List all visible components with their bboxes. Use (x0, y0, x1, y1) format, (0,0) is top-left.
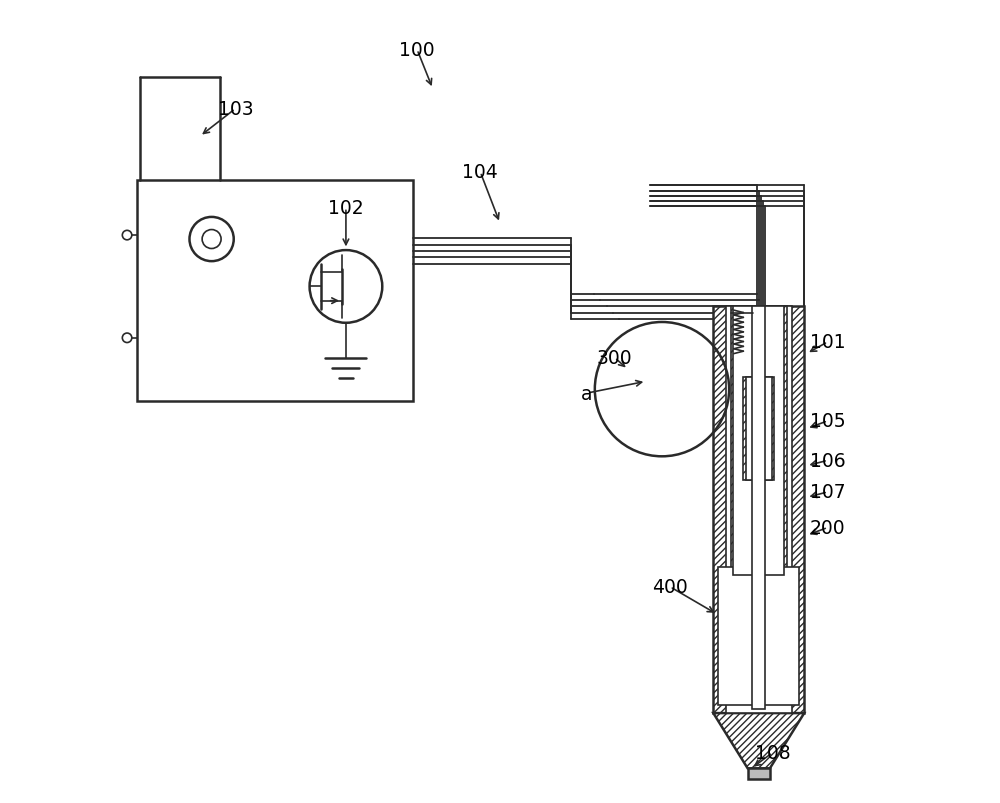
Bar (713, 307, 804, 713)
Text: 107: 107 (810, 483, 846, 502)
Text: 104: 104 (462, 163, 498, 182)
Text: 400: 400 (652, 577, 688, 597)
Bar (731, 307, 787, 575)
Bar (746, 378, 772, 480)
Bar (743, 378, 774, 480)
Text: 106: 106 (810, 451, 846, 471)
Text: 200: 200 (810, 518, 846, 537)
Bar (718, 567, 799, 705)
Text: 108: 108 (755, 743, 790, 762)
Circle shape (122, 231, 132, 241)
Text: 100: 100 (399, 41, 435, 60)
Bar (748, 768, 770, 779)
Text: 103: 103 (218, 100, 253, 119)
Polygon shape (713, 713, 804, 768)
Circle shape (122, 333, 132, 343)
Bar (752, 307, 765, 709)
Text: 105: 105 (810, 412, 846, 430)
Text: a: a (581, 384, 593, 403)
Bar (733, 307, 784, 575)
Text: 102: 102 (328, 198, 364, 218)
Text: 300: 300 (597, 349, 632, 368)
Bar (726, 307, 792, 713)
Bar (137, 181, 413, 402)
Text: 101: 101 (810, 332, 846, 352)
